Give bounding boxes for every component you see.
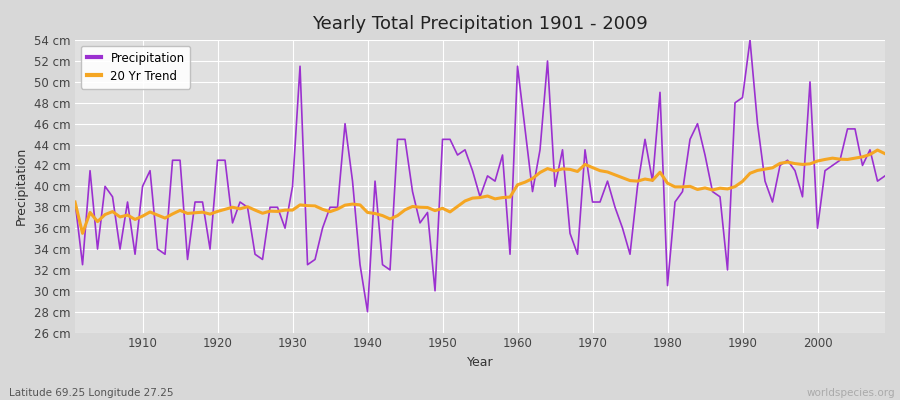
Precipitation [512,64,523,69]
Text: Latitude 69.25 Longitude 27.25: Latitude 69.25 Longitude 27.25 [9,388,174,398]
Precipitation [339,121,350,126]
Precipitation [519,126,530,131]
Precipitation [744,38,755,42]
Text: worldspecies.org: worldspecies.org [807,388,896,398]
20 Yr Trend [302,203,313,208]
Y-axis label: Precipitation: Precipitation [15,147,28,226]
Precipitation [69,200,80,204]
20 Yr Trend [512,182,523,187]
Precipitation [294,64,305,69]
Precipitation [609,205,620,210]
20 Yr Trend [879,151,890,156]
20 Yr Trend [347,202,358,206]
20 Yr Trend [137,214,148,218]
Legend: Precipitation, 20 Yr Trend: Precipitation, 20 Yr Trend [81,46,191,88]
Title: Yearly Total Precipitation 1901 - 2009: Yearly Total Precipitation 1901 - 2009 [312,15,648,33]
Precipitation [130,252,140,257]
20 Yr Trend [609,172,620,177]
20 Yr Trend [519,180,530,184]
Precipitation [362,309,373,314]
20 Yr Trend [872,148,883,152]
Precipitation [879,174,890,178]
20 Yr Trend [77,231,88,236]
Line: Precipitation: Precipitation [75,40,885,312]
Line: 20 Yr Trend: 20 Yr Trend [75,150,885,233]
X-axis label: Year: Year [467,356,493,369]
20 Yr Trend [69,200,80,204]
